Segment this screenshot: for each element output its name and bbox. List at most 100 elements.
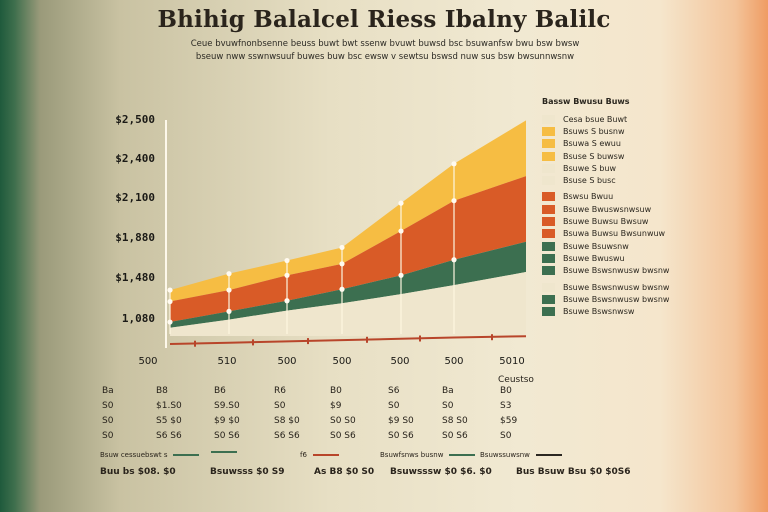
key-label: Bsuw cessuebswt s [100, 451, 168, 459]
y-tick-label: $2,400 [115, 152, 155, 165]
legend-item: Bsuwe Bwuswsnwsuw [542, 203, 682, 215]
table-cell: S6 S6 [156, 431, 182, 441]
legend-item: Bsuws S busnw [542, 125, 682, 137]
data-point [339, 286, 345, 292]
table-cell: R6 [274, 386, 286, 396]
table-cell: S3 [500, 401, 512, 411]
table-cell: S0 S6 [442, 431, 468, 441]
legend-label: Bsuwe Bswsnwusw bwsnw [563, 266, 670, 276]
legend-swatch [542, 151, 555, 161]
legend-item: Bsuwa Buwsu Bwsunwuw [542, 228, 682, 240]
table-cell: S0 [102, 401, 114, 411]
legend-item: Bsuwe Buwsu Bwsuw [542, 215, 682, 227]
area-band-base [170, 272, 526, 336]
data-point [398, 200, 404, 206]
table-cell: S0 S6 [330, 431, 356, 441]
subtitle-line-2: bseuw nww sswnwsuuf buwes buw bsc ewsw v… [195, 52, 575, 62]
legend-swatch [542, 114, 555, 124]
table-cell: Ba [442, 386, 454, 396]
data-point [226, 287, 232, 293]
data-point [451, 161, 457, 167]
legend-swatch [542, 139, 555, 149]
chart-title: Bhihig Balalcel Riess Ibalny Balilc [157, 6, 611, 33]
legend-swatch [542, 192, 555, 202]
footer-row: Buu bs $08. $0 Bsuwsss $0 S9 As B8 $0 S0 Bs… [100, 467, 631, 479]
table-cell: $1.S0 [156, 401, 182, 411]
area-band-orange [170, 176, 526, 323]
legend-swatch [542, 241, 555, 251]
data-point [167, 298, 173, 305]
key-line [211, 451, 237, 453]
key-label: Bsuwssuwsnw [480, 451, 530, 459]
table-cell: S0 [388, 401, 400, 411]
footer-item: Bsuwsssw $0 $6. $0 [390, 467, 492, 477]
legend-item: Cesa bsue Buwt [542, 113, 682, 125]
subtitle-line-1: Ceue bvuwfnonbsenne beuss buwt bwt ssenw… [190, 39, 580, 49]
x-tick-label: 500 [138, 356, 157, 367]
legend-item: Bsuwe Bswsnwusw bwsnw [542, 265, 682, 277]
legend-item: Bsuse S buwsw [542, 150, 682, 162]
table-cell: $9 S0 [388, 416, 414, 426]
y-tick-label: 1,080 [122, 312, 155, 325]
data-point [398, 228, 404, 234]
y-tick-label: $1,480 [115, 271, 155, 284]
legend-swatch [542, 163, 555, 173]
legend-label: Bswsu Bwuu [563, 192, 614, 202]
table-cell: S0 S6 [214, 431, 240, 441]
table-cell: S0 [274, 401, 286, 411]
legend-swatch [542, 229, 555, 239]
table-cell: Ba [102, 386, 114, 396]
table-cell: S9.S0 [214, 401, 240, 411]
legend-label: Bsuwe Buwsu Bwsuw [563, 217, 649, 227]
key-row: Bsuw cessuebswt s f6 Bsuwfsnws busnw Bsuwss… [100, 451, 580, 463]
key-item: Bsuwfsnws busnw [380, 451, 476, 459]
legend-item: Bswsu Bwuu [542, 191, 682, 203]
data-point [451, 257, 457, 263]
y-tick-label: $2,500 [115, 113, 155, 126]
table-cell: S0 S0 [330, 416, 356, 426]
key-line [535, 454, 562, 456]
key-line [449, 454, 476, 456]
table-cell: S0 S6 [388, 431, 414, 441]
data-point [284, 272, 290, 278]
legend-swatch [542, 204, 555, 214]
legend-swatch [542, 282, 555, 292]
legend-label: Bsuwe Bswsnwusw bwsnw [563, 282, 670, 292]
data-point [451, 198, 457, 204]
area-band-yellow [170, 120, 526, 302]
legend-label: Cesa bsue Buwt [563, 114, 628, 124]
table-cell: S0 [102, 431, 114, 441]
legend-label: Bsuwe Bwuswu [563, 253, 625, 263]
data-point [398, 272, 404, 278]
x-tick-label: 500 [444, 356, 463, 367]
table-cell: B0 [330, 386, 342, 396]
data-point [226, 308, 232, 314]
table-cell: B6 [214, 386, 226, 396]
legend-label: Bsuwe S buw [563, 163, 617, 173]
table-cell: S6 S6 [274, 431, 300, 441]
x-tick-label: 5010 [499, 356, 524, 367]
data-point [339, 261, 345, 267]
legend-swatch [542, 266, 555, 276]
legend-label: Bsuse S busc [563, 176, 616, 186]
table-cell: $59 [500, 416, 518, 426]
legend-label: Bsuwe Bwuswsnwsuw [563, 204, 652, 214]
legend-item: Bsuwe S buw [542, 162, 682, 174]
table-row: Ba B8 B6 R6 B0 S6 Ba B0 [98, 386, 538, 401]
legend-swatch [542, 126, 555, 136]
data-point [167, 319, 173, 325]
legend-item: Bsuwe Bsuwsnw [542, 240, 682, 252]
data-point [339, 244, 345, 251]
footer-item: Buu bs $08. $0 [100, 467, 176, 477]
table-header-cell: Ceustso [498, 375, 534, 385]
table-cell: S6 [388, 386, 400, 396]
footer-item: As B8 $0 S0 [314, 467, 375, 477]
x-tick-label: 500 [390, 356, 409, 367]
baseline-line [169, 335, 527, 345]
legend-label: Bsuwa S ewuu [563, 139, 621, 149]
legend-swatch [542, 217, 555, 227]
key-item [205, 451, 237, 453]
table-cell: S0 [500, 431, 512, 441]
legend: Bassw Bwusu Buws Cesa bsue Buwt Bsuws S b… [542, 97, 682, 318]
key-item: Bsuwssuwsnw [480, 451, 562, 459]
